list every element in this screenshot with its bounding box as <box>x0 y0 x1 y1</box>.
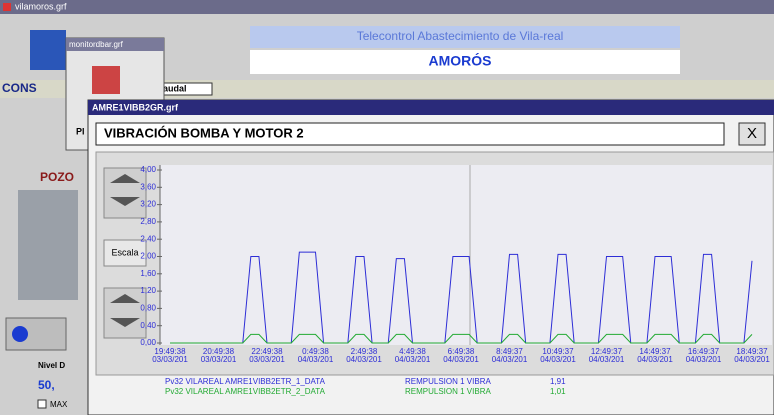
series-line <box>170 333 753 344</box>
arrow-down[interactable] <box>110 318 140 327</box>
chart-title: VIBRACIÓN BOMBA Y MOTOR 2 <box>104 125 304 140</box>
x-tick-label: 0:49:38 04/03/201 <box>297 347 334 364</box>
field-label: audal <box>163 83 187 93</box>
window-title: vilamoros.grf <box>15 1 67 11</box>
logo <box>30 30 66 70</box>
header-title: Telecontrol Abastecimiento de Vila-real <box>357 29 564 43</box>
close-button[interactable] <box>738 122 766 146</box>
legend-name: Pv32 VILAREAL AMRE1VIBB2ETR_2_DATA <box>165 387 326 396</box>
legend-current: 1,91 <box>550 377 566 386</box>
y-tick-label: 2,00 <box>140 252 156 261</box>
x-tick-label: 8:49:37 04/03/201 <box>491 347 528 364</box>
x-tick-label: 22:49:38 03/03/201 <box>249 347 285 364</box>
pozo-label: POZO <box>40 170 74 184</box>
station-band <box>250 50 680 74</box>
arrow-up[interactable] <box>110 174 140 183</box>
nivel-value: 50, <box>38 378 55 392</box>
info-icon[interactable] <box>12 326 28 342</box>
small-window-title: monitordbar.grf <box>69 40 124 49</box>
x-tick-label: 18:49:37 04/03/201 <box>734 347 770 364</box>
small-window-titlebar <box>66 38 164 51</box>
max-checkbox[interactable] <box>37 399 47 409</box>
plot-area <box>160 165 772 345</box>
arrow-up[interactable] <box>110 294 140 303</box>
window-icon <box>3 3 11 11</box>
y-tick-label: 2,40 <box>140 234 156 243</box>
chart-title-box <box>95 122 725 146</box>
x-tick-label: 19:49:38 03/03/201 <box>152 347 188 364</box>
legend-current: 1,01 <box>550 387 566 396</box>
legend-description: REMPULSION 1 VIBRA <box>405 387 491 396</box>
y-tick-label: 1,20 <box>140 286 156 295</box>
x-tick-label: 14:49:37 04/03/201 <box>637 347 673 364</box>
header-band <box>250 26 680 48</box>
y-tick-label: 3,20 <box>140 200 156 209</box>
legend-description: REMPULSION 1 VIBRA <box>405 377 491 386</box>
legend-name: Pv32 VILAREAL AMRE1VIBB2ETR_1_DATA <box>165 377 326 386</box>
x-tick-label: 6:49:38 04/03/201 <box>443 347 479 364</box>
popup-title: AMRE1VIBB2GR.grf <box>92 102 179 112</box>
pl-label: Pl <box>76 126 85 136</box>
window-titlebar <box>0 0 774 14</box>
cons-label: CONS <box>2 81 37 95</box>
station-name: AMORÓS <box>429 52 492 69</box>
y-tick-label: 0,80 <box>140 304 156 313</box>
close-label: X <box>747 125 757 142</box>
arrow-down[interactable] <box>110 197 140 206</box>
pump-icon <box>92 66 120 94</box>
x-tick-label: 20:49:38 03/03/201 <box>200 347 237 364</box>
x-tick-label: 12:49:37 04/03/201 <box>588 347 625 364</box>
y-tick-label: 2,80 <box>140 217 156 226</box>
x-tick-label: 2:49:38 04/03/201 <box>346 347 382 364</box>
popup-titlebar <box>88 100 774 115</box>
y-tick-label: 3,60 <box>140 182 156 191</box>
x-tick-label: 10:49:37 04/03/201 <box>540 347 576 364</box>
y-tick-label: 0,00 <box>140 338 156 347</box>
x-tick-label: 16:49:37 04/03/201 <box>685 347 722 364</box>
scale-label: Escala <box>111 247 138 257</box>
y-tick-label: 4,00 <box>140 165 156 174</box>
x-tick-label: 4:49:38 04/03/201 <box>394 347 431 364</box>
max-label: MAX <box>50 400 68 409</box>
y-tick-label: 1,60 <box>140 269 156 278</box>
pozo-image <box>18 190 78 300</box>
y-tick-label: 0,40 <box>140 321 156 330</box>
nivel-label: Nivel D <box>38 361 65 370</box>
scale-button[interactable] <box>103 239 147 267</box>
